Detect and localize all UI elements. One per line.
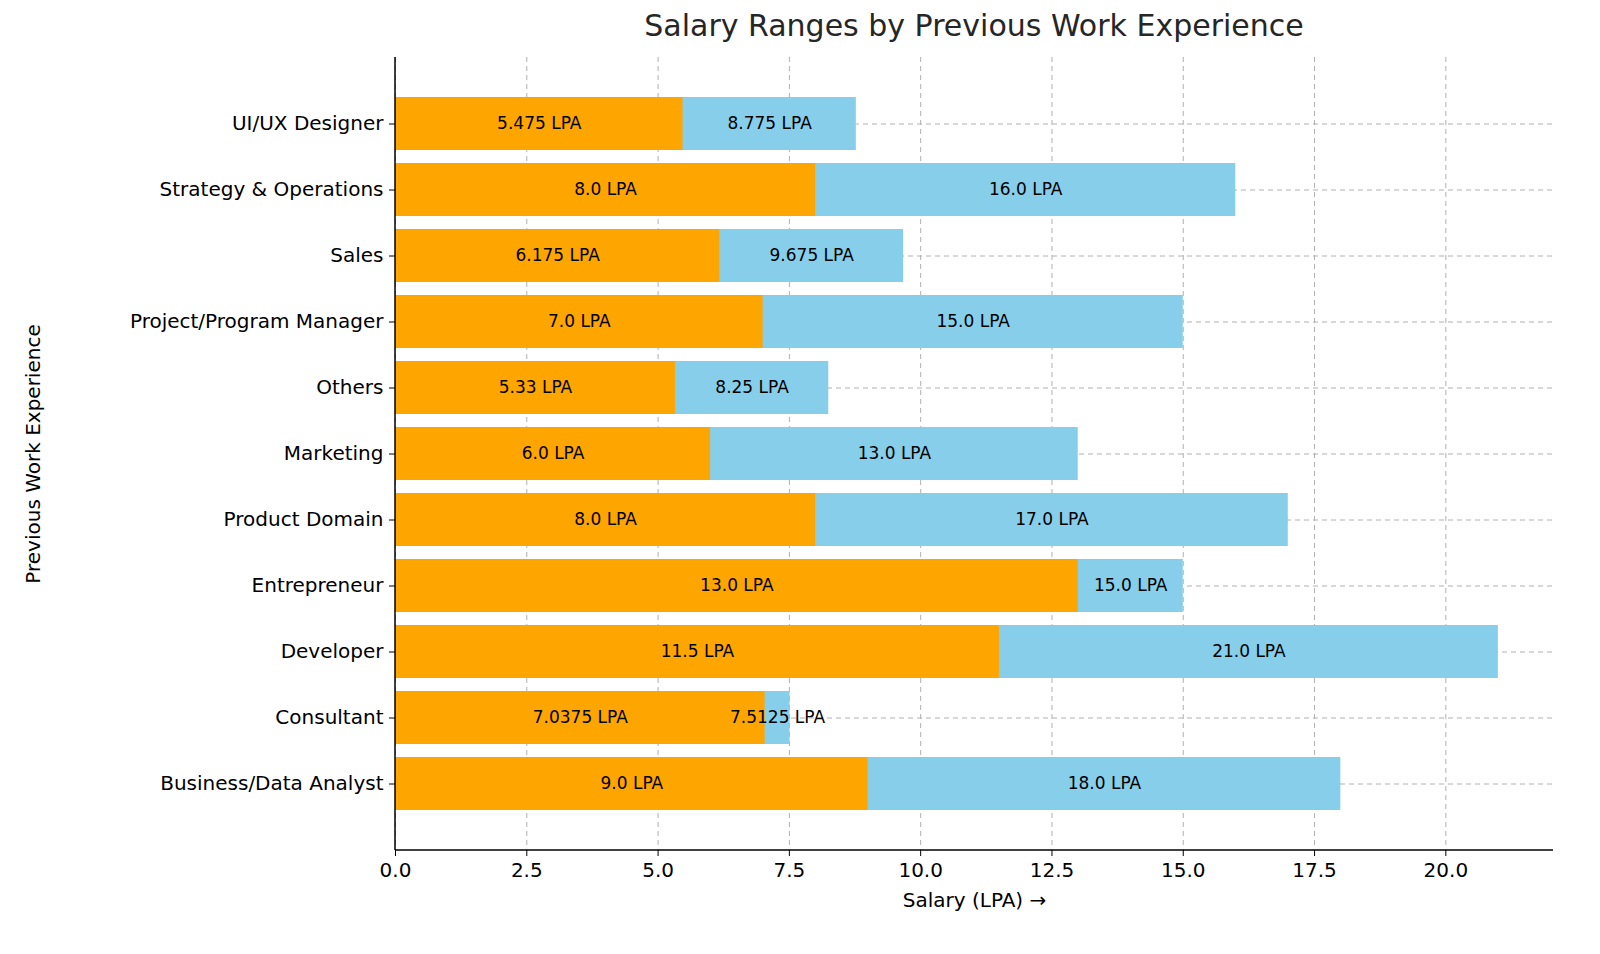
svg-text:Previous Work Experience: Previous Work Experience	[21, 324, 45, 583]
svg-text:6.0 LPA: 6.0 LPA	[522, 443, 585, 463]
svg-text:7.0 LPA: 7.0 LPA	[548, 311, 611, 331]
svg-text:17.5: 17.5	[1292, 858, 1337, 882]
svg-text:7.5: 7.5	[773, 858, 805, 882]
svg-text:6.175 LPA: 6.175 LPA	[515, 245, 600, 265]
svg-text:UI/UX Designer: UI/UX Designer	[232, 111, 384, 135]
svg-text:Salary (LPA) →: Salary (LPA) →	[903, 888, 1047, 912]
svg-text:18.0 LPA: 18.0 LPA	[1068, 773, 1142, 793]
svg-text:13.0 LPA: 13.0 LPA	[858, 443, 932, 463]
svg-text:17.0 LPA: 17.0 LPA	[1015, 509, 1089, 529]
svg-text:16.0 LPA: 16.0 LPA	[989, 179, 1063, 199]
svg-text:Business/Data Analyst: Business/Data Analyst	[160, 771, 383, 795]
svg-text:8.775 LPA: 8.775 LPA	[728, 113, 813, 133]
svg-text:20.0: 20.0	[1424, 858, 1469, 882]
svg-text:5.0: 5.0	[642, 858, 674, 882]
svg-text:10.0: 10.0	[898, 858, 943, 882]
svg-text:Marketing: Marketing	[284, 441, 384, 465]
svg-text:0.0: 0.0	[380, 858, 412, 882]
svg-text:15.0 LPA: 15.0 LPA	[936, 311, 1010, 331]
svg-text:Product Domain: Product Domain	[224, 507, 384, 531]
svg-text:21.0 LPA: 21.0 LPA	[1212, 641, 1286, 661]
svg-text:15.0 LPA: 15.0 LPA	[1094, 575, 1168, 595]
svg-text:Others: Others	[316, 375, 383, 399]
svg-text:Project/Program Manager: Project/Program Manager	[130, 309, 384, 333]
svg-text:15.0: 15.0	[1161, 858, 1206, 882]
svg-text:7.0375 LPA: 7.0375 LPA	[533, 707, 629, 727]
svg-text:5.33 LPA: 5.33 LPA	[499, 377, 573, 397]
svg-text:8.0 LPA: 8.0 LPA	[574, 179, 637, 199]
svg-text:12.5: 12.5	[1030, 858, 1075, 882]
svg-text:2.5: 2.5	[511, 858, 543, 882]
svg-text:8.0 LPA: 8.0 LPA	[574, 509, 637, 529]
svg-text:13.0 LPA: 13.0 LPA	[700, 575, 774, 595]
svg-text:Strategy & Operations: Strategy & Operations	[160, 177, 384, 201]
svg-text:Entrepreneur: Entrepreneur	[252, 573, 385, 597]
html-text:Salary Ranges by Previous Work: Salary Ranges by Previous Work Experienc…	[644, 8, 1304, 43]
svg-text:Developer: Developer	[281, 639, 385, 663]
svg-text:8.25 LPA: 8.25 LPA	[715, 377, 789, 397]
svg-text:Consultant: Consultant	[275, 705, 383, 729]
svg-text:Sales: Sales	[330, 243, 383, 267]
svg-text:11.5 LPA: 11.5 LPA	[661, 641, 735, 661]
svg-text:7.5125 LPA: 7.5125 LPA	[730, 707, 826, 727]
svg-text:9.675 LPA: 9.675 LPA	[770, 245, 855, 265]
svg-text:9.0 LPA: 9.0 LPA	[600, 773, 663, 793]
svg-text:5.475 LPA: 5.475 LPA	[497, 113, 582, 133]
